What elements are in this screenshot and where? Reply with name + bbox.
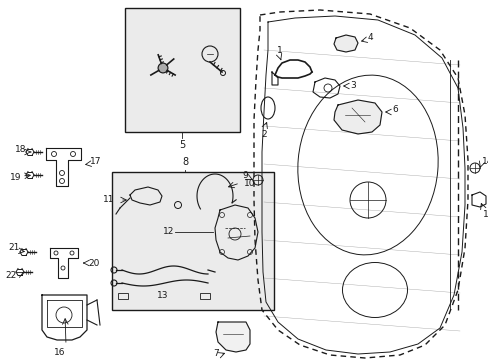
Text: 4: 4 [367,33,373,42]
Text: 8: 8 [182,157,188,167]
Text: 21: 21 [8,243,20,252]
Text: 22: 22 [5,270,16,279]
Text: 14: 14 [481,158,488,166]
Text: 20: 20 [88,258,99,267]
Text: 19: 19 [10,174,21,183]
Bar [112,172,273,310]
Text: 9: 9 [242,171,247,180]
Text: 1: 1 [277,46,282,55]
Bar [118,293,128,299]
Polygon shape [333,35,357,52]
Text: 10: 10 [244,179,255,188]
Polygon shape [216,322,249,352]
Text: 7: 7 [213,349,219,358]
Text: 15: 15 [482,210,488,219]
Text: 12: 12 [163,228,174,237]
Text: 5: 5 [179,140,185,150]
Text: 6: 6 [391,105,397,114]
Text: 3: 3 [349,81,355,90]
Circle shape [158,63,167,73]
Text: 16: 16 [54,348,65,357]
Text: 17: 17 [90,158,102,166]
Bar [125,8,240,132]
Text: 11: 11 [102,195,114,204]
Bar [200,293,209,299]
Text: 18: 18 [15,144,26,153]
Polygon shape [333,100,381,134]
Text: 13: 13 [157,291,168,300]
Text: 2: 2 [261,130,266,139]
